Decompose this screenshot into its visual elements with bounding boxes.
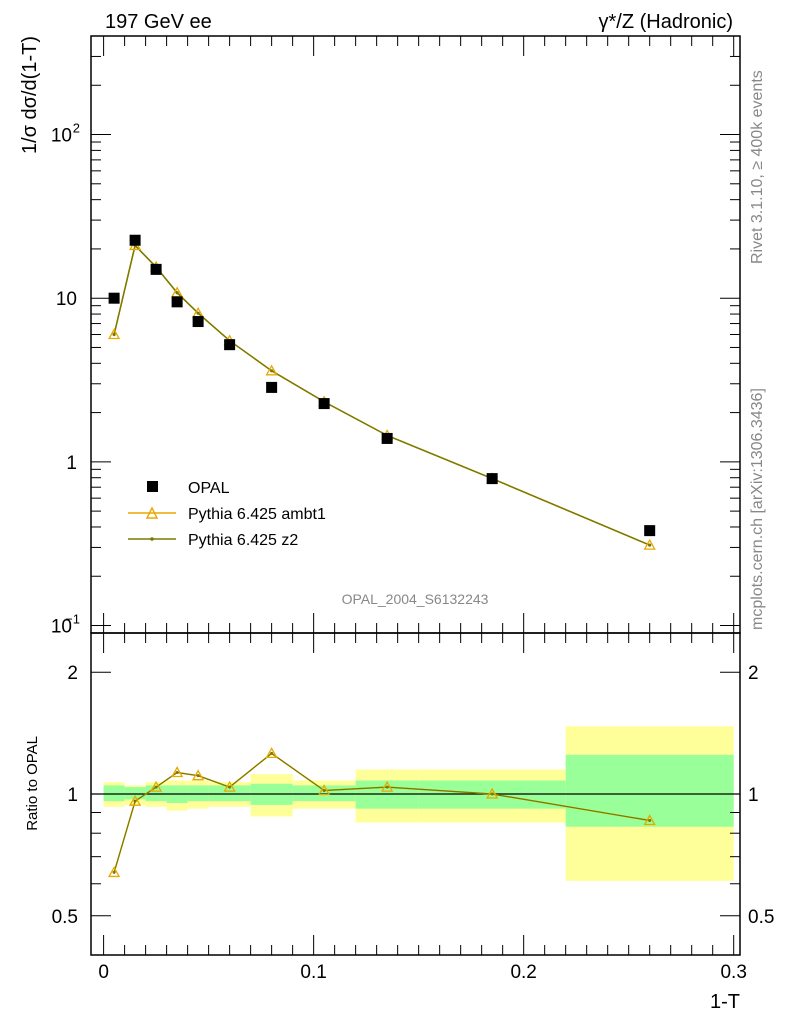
main-y-tick-exp-0: −1 bbox=[65, 612, 80, 627]
analysis-watermark: OPAL_2004_S6132243 bbox=[342, 591, 489, 607]
rivet-version-label: Rivet 3.1.10, ≥ 400k events bbox=[749, 70, 766, 264]
x-tick-label-1: 0.1 bbox=[300, 962, 326, 983]
ambt1-marker bbox=[107, 328, 121, 340]
y-axis-label: 1/σ dσ/d(1-T) bbox=[19, 36, 41, 154]
ambt1-marker bbox=[265, 364, 278, 376]
ratio-uncertainty-bands bbox=[91, 726, 740, 881]
z2-marker bbox=[112, 332, 116, 337]
ratio-band-stat-4 bbox=[187, 785, 209, 802]
ratio-y-tick-label-right-1: 1 bbox=[748, 785, 759, 806]
opal-point bbox=[150, 263, 162, 275]
main-y-tick-label-1: 1 bbox=[66, 453, 77, 474]
ratio-y-axis-label: Ratio to OPAL bbox=[24, 736, 41, 831]
ratio-axes: 0 0.1 0.2 0.3 0.5 0.5 1 1 2 2 bbox=[52, 632, 774, 983]
z2-marker bbox=[175, 291, 179, 295]
ratio-band-stat-2 bbox=[145, 785, 167, 802]
ratio-ambt1-marker bbox=[171, 766, 184, 778]
ratio-y-tick-label-left-0: 0.5 bbox=[52, 907, 78, 928]
ratio-z2-marker bbox=[112, 870, 116, 874]
ratio-ambt1-marker bbox=[129, 794, 142, 806]
ratio-ambt1-marker bbox=[192, 769, 205, 781]
x-tick-label-0: 0 bbox=[98, 962, 109, 983]
legend: OPAL Pythia 6.425 ambt1 Pythia 6.425 z2 bbox=[128, 480, 326, 549]
ratio-ambt1-marker bbox=[381, 780, 394, 792]
z2-line bbox=[113, 243, 650, 546]
legend-opal-marker bbox=[147, 481, 158, 492]
opal-point bbox=[318, 398, 330, 410]
ratio-z2-marker bbox=[175, 771, 179, 775]
opal-point bbox=[192, 316, 204, 328]
ratio-z2-marker bbox=[154, 785, 158, 789]
ratio-z2-marker bbox=[385, 785, 389, 789]
ratio-band-stat-0 bbox=[103, 785, 125, 802]
main-y-tick-label-2: 10 bbox=[56, 289, 77, 310]
ratio-ambt1-marker bbox=[150, 780, 163, 792]
opal-point bbox=[644, 525, 656, 537]
legend-ambt1-marker bbox=[145, 506, 159, 519]
ratio-z2-marker bbox=[133, 799, 137, 803]
opal-point bbox=[129, 234, 141, 246]
ratio-band-stat-7 bbox=[292, 785, 356, 802]
ambt1-marker bbox=[643, 538, 656, 550]
ratio-ambt1-marker bbox=[486, 787, 499, 799]
main-y-tick-label-0: 10 bbox=[51, 617, 72, 638]
opal-point bbox=[171, 296, 183, 308]
opal-point bbox=[108, 292, 120, 304]
ratio-z2-marker bbox=[270, 751, 274, 755]
ratio-band-stat-1 bbox=[124, 787, 146, 800]
ratio-y-tick-label-left-1: 1 bbox=[67, 785, 78, 806]
mc-lines bbox=[107, 239, 656, 550]
ratio-ambt1-marker bbox=[318, 784, 331, 796]
legend-z2-label: Pythia 6.425 z2 bbox=[188, 532, 298, 549]
ratio-z2-marker bbox=[228, 785, 232, 789]
ratio-z2-marker bbox=[196, 774, 200, 778]
ratio-y-tick-label-left-2: 2 bbox=[67, 663, 78, 684]
z2-marker bbox=[648, 543, 652, 547]
mcplots-label: mcplots.cern.ch [arXiv:1306.3436] bbox=[749, 388, 766, 630]
legend-ambt1-label: Pythia 6.425 ambt1 bbox=[188, 506, 326, 523]
x-tick-label-2: 0.2 bbox=[510, 962, 536, 983]
main-y-tick-label-3: 10 bbox=[51, 126, 72, 147]
header-left: 197 GeV ee bbox=[105, 11, 212, 33]
ratio-y-tick-label-right-0: 0.5 bbox=[748, 907, 774, 928]
ambt1-line bbox=[113, 243, 650, 546]
opal-point bbox=[266, 381, 278, 393]
data-points bbox=[108, 234, 656, 537]
ratio-ambt1-marker bbox=[107, 866, 121, 878]
ratio-ambt1-marker bbox=[643, 814, 656, 826]
ratio-y-tick-label-right-2: 2 bbox=[748, 663, 759, 684]
header-right: γ*/Z (Hadronic) bbox=[599, 11, 733, 33]
legend-opal-label: OPAL bbox=[188, 480, 230, 497]
x-tick-label-3: 0.3 bbox=[720, 962, 746, 983]
x-axis-label: 1-T bbox=[710, 991, 740, 1013]
ratio-ambt1-marker bbox=[265, 747, 278, 759]
ratio-lines bbox=[107, 747, 656, 878]
legend-z2-marker bbox=[150, 537, 154, 541]
opal-point bbox=[381, 432, 393, 444]
main-y-tick-exp-3: 2 bbox=[73, 121, 80, 136]
ratio-z2-marker bbox=[648, 819, 652, 823]
ratio-ambt1-marker bbox=[223, 780, 236, 792]
z2-marker bbox=[196, 311, 200, 315]
ratio-band-stat-5 bbox=[208, 785, 251, 802]
ratio-z2-marker bbox=[490, 792, 494, 796]
opal-point bbox=[224, 339, 236, 351]
opal-point bbox=[486, 473, 498, 485]
ratio-z2-marker bbox=[322, 789, 326, 793]
z2-marker bbox=[270, 369, 274, 373]
